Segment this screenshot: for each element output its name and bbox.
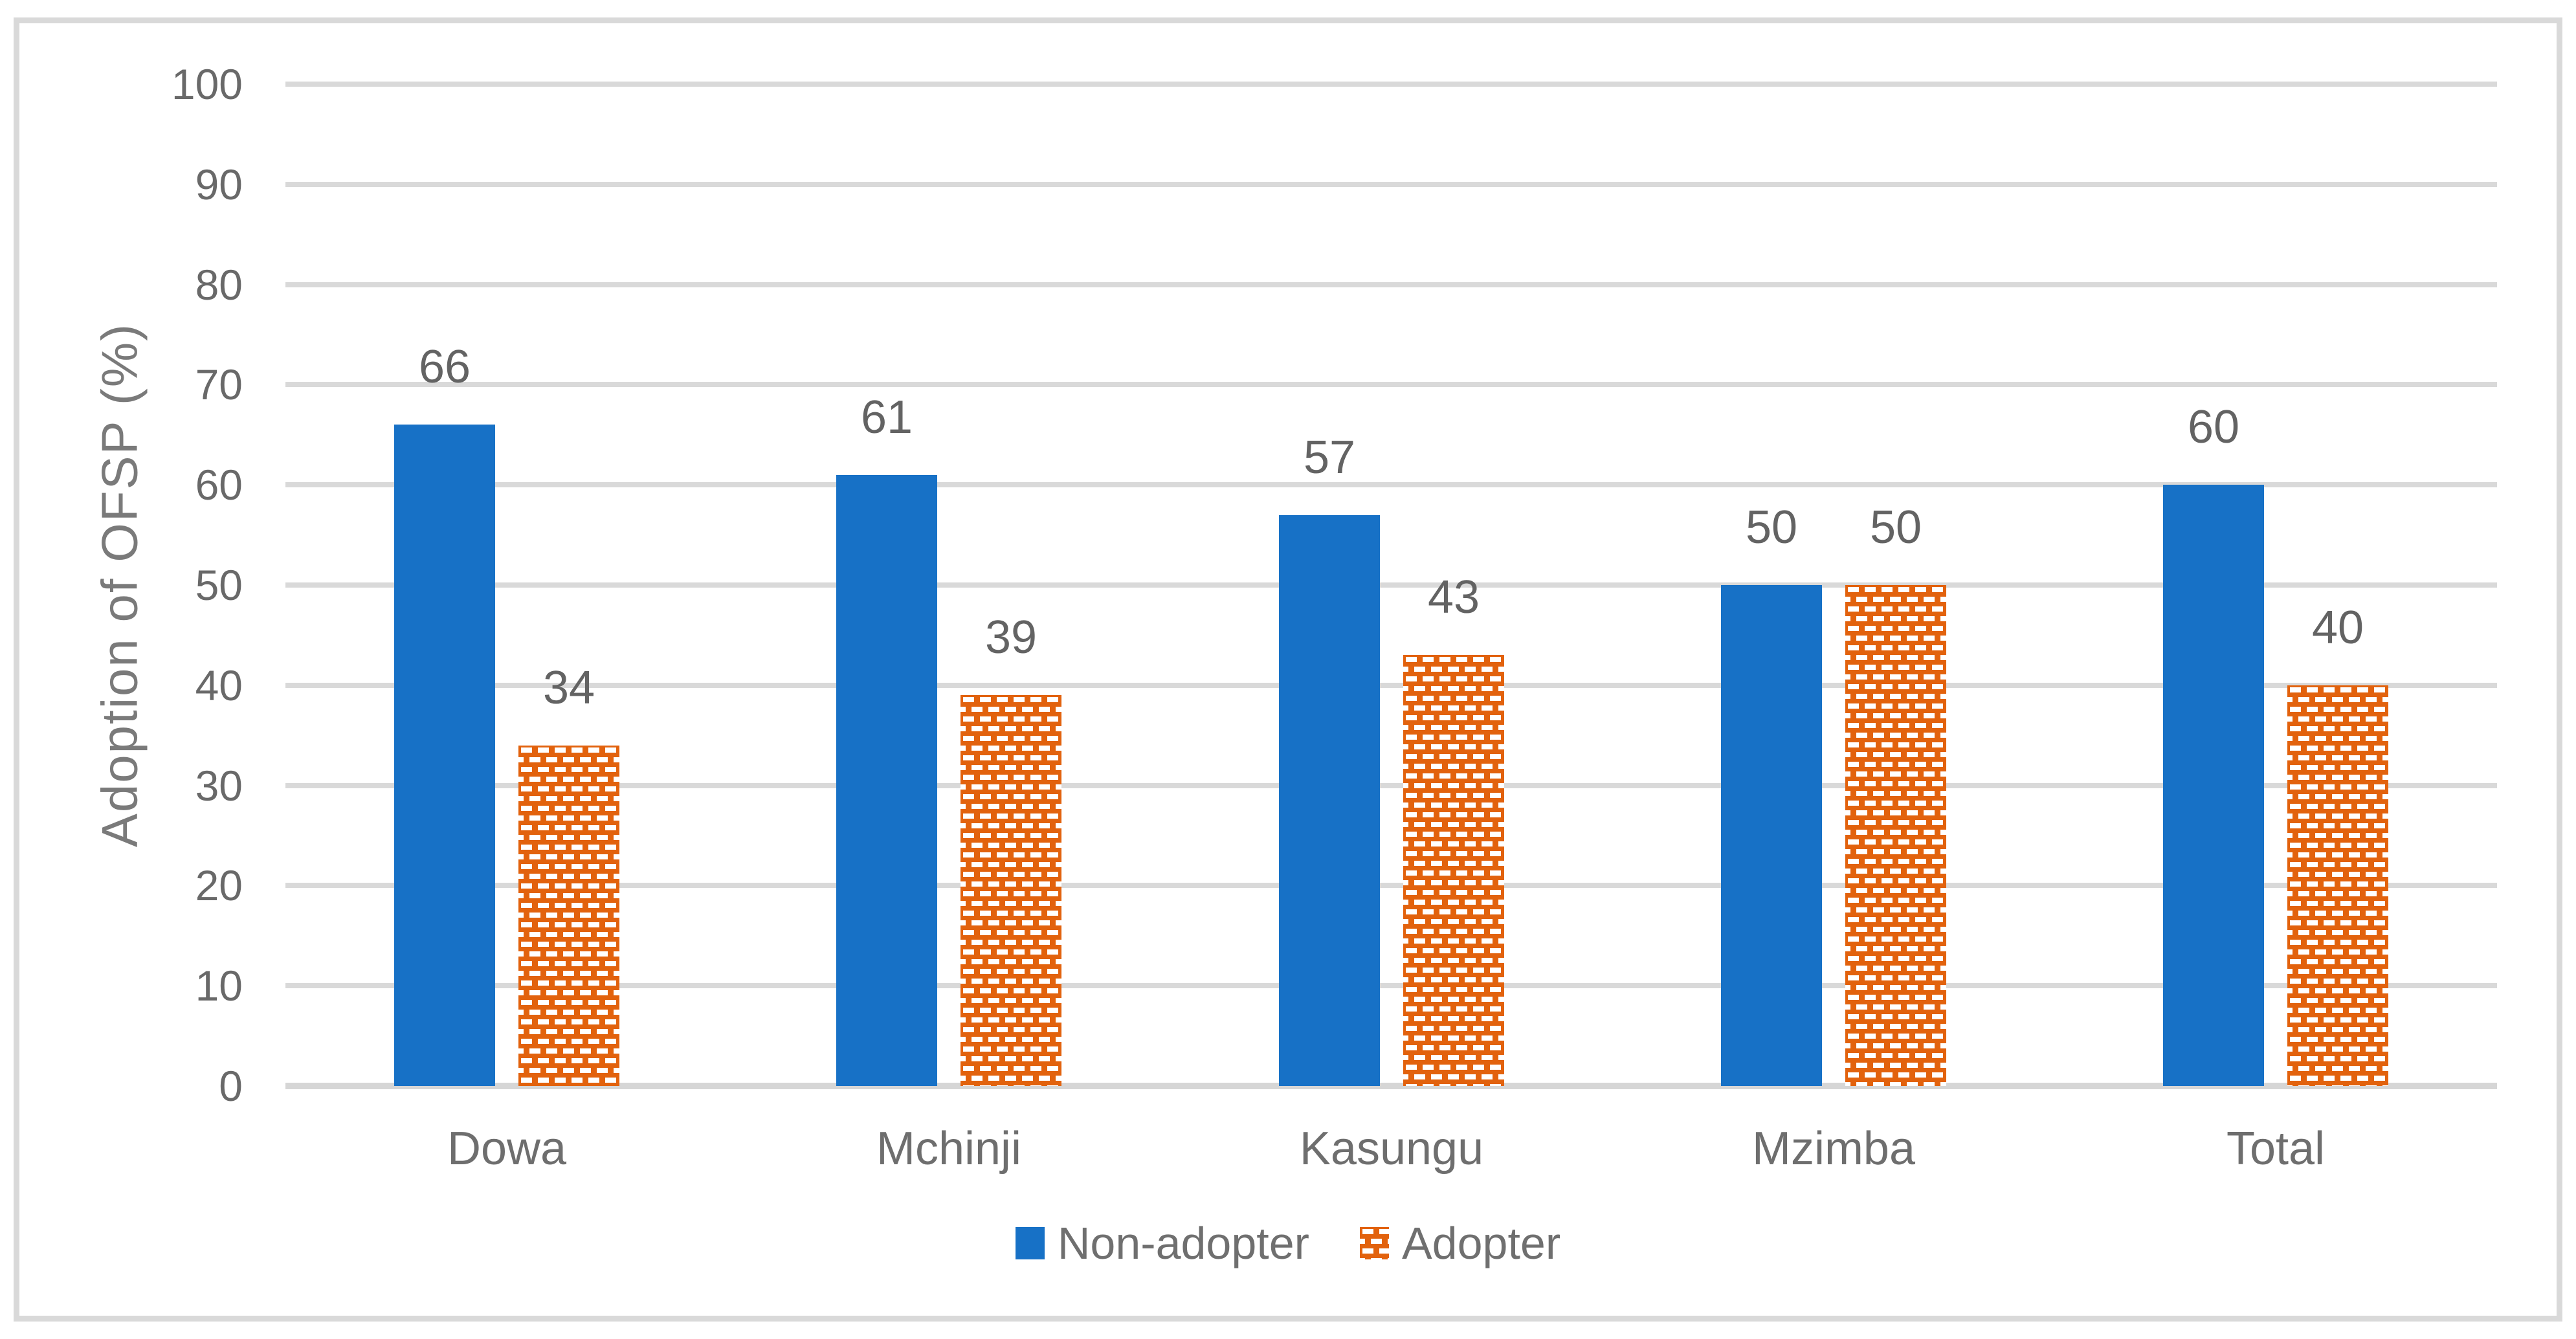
gridline-40 (285, 683, 2497, 688)
category-label-kasungu: Kasungu (1299, 1123, 1484, 1175)
data-label-non-adopter-mzimba: 50 (1745, 502, 1798, 553)
y-axis-title: Adoption of OFSP (%) (91, 322, 148, 848)
category-label-mzimba: Mzimba (1751, 1123, 1916, 1175)
y-tick-label-90: 90 (195, 160, 243, 208)
data-label-adopter-kasungu: 43 (1427, 571, 1480, 623)
blue-solid-square-icon (1015, 1227, 1045, 1259)
gridline-80 (285, 282, 2497, 287)
legend-item-non-adopter: Non-adopter (1015, 1217, 1309, 1269)
bar-non-adopter-dowa (394, 425, 495, 1086)
category-label-total: Total (2226, 1123, 2326, 1175)
category-label-mchinji: Mchinji (876, 1123, 1022, 1175)
gridline-50 (285, 582, 2497, 588)
bar-non-adopter-mzimba (1721, 585, 1822, 1086)
y-tick-label-100: 100 (171, 60, 243, 108)
gridline-70 (285, 382, 2497, 387)
y-tick-label-20: 20 (195, 861, 243, 909)
y-tick-label-0: 0 (219, 1062, 243, 1110)
data-label-non-adopter-total: 60 (2187, 401, 2240, 453)
bar-adopter-dowa (518, 746, 619, 1086)
bar-non-adopter-kasungu (1279, 515, 1380, 1086)
data-label-adopter-dowa: 34 (542, 662, 595, 714)
bar-adopter-kasungu (1403, 655, 1504, 1086)
y-tick-label-50: 50 (195, 561, 243, 609)
y-tick-label-80: 80 (195, 261, 243, 309)
y-tick-label-30: 30 (195, 762, 243, 810)
gridline-60 (285, 482, 2497, 487)
legend-label: Adopter (1401, 1218, 1561, 1268)
y-tick-label-60: 60 (195, 461, 243, 509)
bar-non-adopter-mchinji (836, 475, 937, 1086)
data-label-adopter-mchinji: 39 (984, 612, 1038, 663)
data-label-adopter-total: 40 (2311, 602, 2364, 654)
legend-label: Non-adopter (1057, 1218, 1309, 1268)
bar-adopter-mzimba (1845, 585, 1946, 1086)
bar-non-adopter-total (2163, 485, 2264, 1086)
gridline-30 (285, 783, 2497, 788)
bar-adopter-total (2287, 685, 2388, 1086)
gridline-20 (285, 883, 2497, 888)
data-label-non-adopter-mchinji: 61 (860, 392, 913, 443)
bar-adopter-mchinji (960, 695, 1061, 1086)
gridline-10 (285, 983, 2497, 988)
category-label-dowa: Dowa (447, 1123, 567, 1175)
x-axis-line (285, 1083, 2497, 1089)
gridline-100 (285, 82, 2497, 87)
y-tick-label-70: 70 (195, 360, 243, 408)
data-label-adopter-mzimba: 50 (1869, 502, 1922, 553)
y-tick-label-40: 40 (195, 661, 243, 709)
data-label-non-adopter-kasungu: 57 (1303, 432, 1356, 483)
y-tick-label-10: 10 (195, 962, 243, 1010)
gridline-90 (285, 182, 2497, 187)
data-label-non-adopter-dowa: 66 (418, 341, 471, 393)
legend: Non-adopter Adopter (0, 1215, 2576, 1271)
orange-pattern-square-icon (1359, 1227, 1389, 1259)
legend-item-adopter: Adopter (1359, 1217, 1561, 1269)
